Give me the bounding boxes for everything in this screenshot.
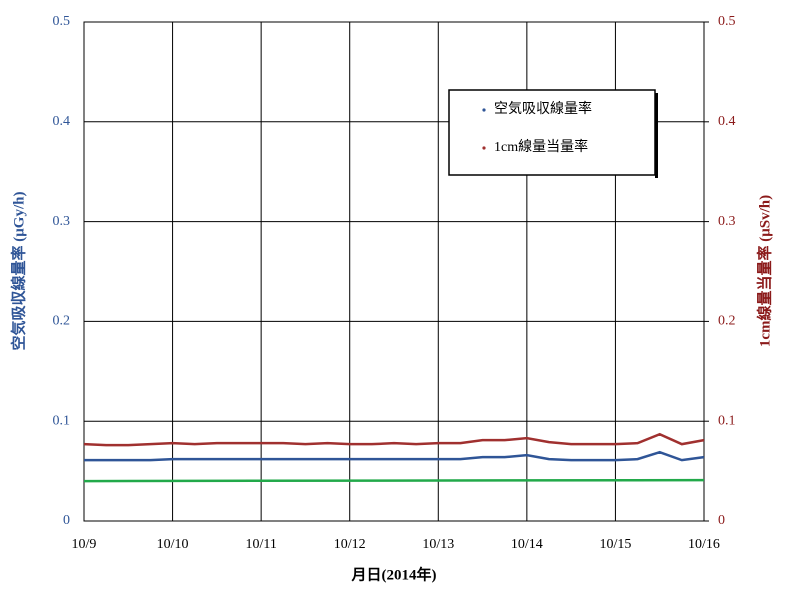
x-axis-title: 月日(2014年) — [351, 565, 437, 583]
y2-tick-label: 0.1 — [718, 413, 736, 428]
series-line — [83, 478, 705, 483]
y-tick-label: 0.2 — [53, 314, 71, 329]
y2-tick-label: 0 — [718, 513, 725, 528]
y-tick-label: 0.5 — [53, 14, 71, 29]
y2-tick-label: 0.2 — [718, 314, 736, 329]
series-line — [83, 432, 705, 447]
y-tick-label: 0.3 — [53, 214, 71, 229]
x-tick-label: 10/15 — [599, 537, 631, 552]
x-tick-label: 10/10 — [157, 537, 189, 552]
x-tick-label: 10/9 — [72, 537, 97, 552]
legend-label: 空気吸収線量率 — [494, 100, 592, 117]
y2-axis-title: 1cm線量当量率 (μSv/h) — [755, 195, 773, 347]
series-line — [84, 450, 705, 462]
y-tick-label: 0.1 — [53, 413, 71, 428]
legend-shadow — [655, 93, 658, 178]
y2-tick-label: 0.3 — [718, 214, 736, 229]
legend-label: 1cm線量当量率 — [494, 138, 588, 155]
x-tick-label: 10/11 — [245, 537, 276, 552]
y2-tick-label: 0.4 — [718, 114, 736, 129]
y-tick-label: 0 — [63, 513, 70, 528]
legend-marker — [482, 146, 486, 150]
x-tick-label: 10/16 — [688, 537, 720, 552]
y-axis-title: 空気吸収線量率 (μGy/h) — [9, 192, 27, 351]
legend-marker — [482, 108, 486, 112]
y-tick-label: 0.4 — [53, 114, 71, 129]
x-tick-label: 10/12 — [334, 537, 366, 552]
legend-box — [448, 89, 656, 176]
plot-frame — [83, 21, 705, 522]
x-tick-label: 10/14 — [511, 537, 543, 552]
x-tick-label: 10/13 — [422, 537, 454, 552]
y2-tick-label: 0.5 — [718, 14, 736, 29]
